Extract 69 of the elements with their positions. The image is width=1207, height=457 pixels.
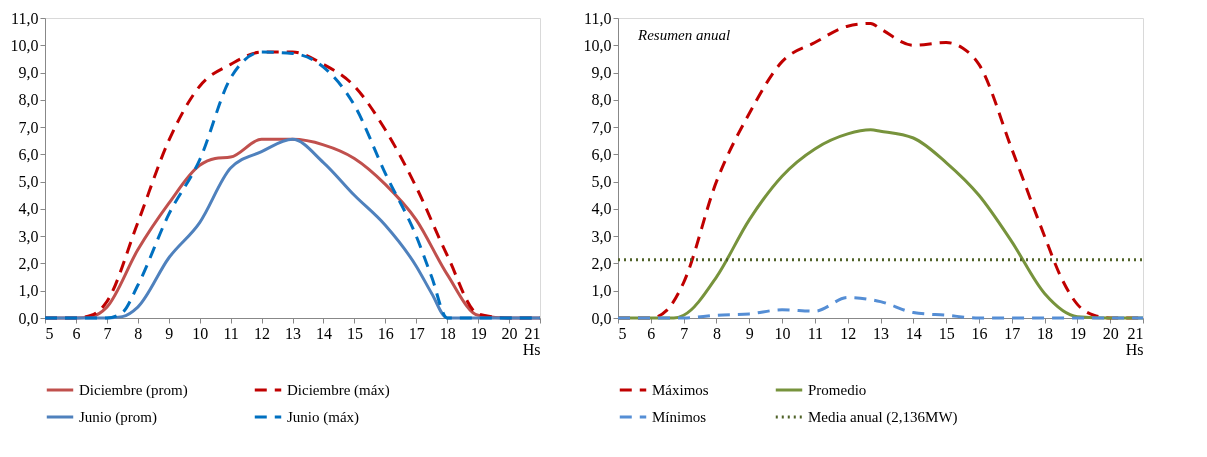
x-tick-label: 13 bbox=[873, 324, 889, 342]
y-tick-label: 11,0 bbox=[11, 9, 39, 27]
x-tick-label: 11 bbox=[223, 324, 239, 342]
x-tick-label: 7 bbox=[103, 324, 112, 342]
legend-label: Promedio bbox=[808, 382, 867, 398]
x-tick-label: 19 bbox=[1069, 324, 1086, 342]
legend-label: Mínimos bbox=[652, 409, 707, 425]
legend-label: Media anual (2,136MW) bbox=[808, 409, 958, 426]
x-tick-label: 17 bbox=[1004, 324, 1021, 342]
x-tick-label: 8 bbox=[712, 324, 721, 342]
y-tick-label: 10,0 bbox=[583, 36, 612, 54]
x-tick-label: 15 bbox=[346, 324, 363, 342]
y-tick-label: 2,0 bbox=[18, 254, 39, 272]
x-tick-label: 14 bbox=[905, 324, 922, 342]
y-tick-label: 0,0 bbox=[18, 309, 39, 327]
x-tick-label: 11 bbox=[807, 324, 824, 342]
x-tick-label: 19 bbox=[470, 324, 487, 342]
y-tick-label: 5,0 bbox=[591, 173, 612, 191]
x-axis-title: Hs bbox=[522, 340, 541, 358]
x-tick-label: 6 bbox=[72, 324, 81, 342]
y-tick-label: 3,0 bbox=[591, 227, 612, 245]
x-tick-label: 13 bbox=[285, 324, 301, 342]
x-tick-label: 9 bbox=[745, 324, 754, 342]
x-tick-label: 12 bbox=[840, 324, 857, 342]
x-tick-label: 10 bbox=[774, 324, 791, 342]
y-tick-label: 6,0 bbox=[591, 145, 612, 163]
y-tick-label: 1,0 bbox=[591, 282, 612, 300]
x-tick-label: 9 bbox=[165, 324, 174, 342]
legend-label: Máximos bbox=[652, 382, 709, 398]
y-tick-label: 8,0 bbox=[591, 91, 612, 109]
x-tick-label: 16 bbox=[971, 324, 988, 342]
y-tick-label: 7,0 bbox=[18, 118, 39, 136]
legend-label: Diciembre (prom) bbox=[79, 382, 188, 399]
x-tick-label: 8 bbox=[134, 324, 143, 342]
x-tick-label: 12 bbox=[254, 324, 271, 342]
x-tick-label: 15 bbox=[938, 324, 955, 342]
x-tick-label: 5 bbox=[45, 324, 54, 342]
legend-label: Diciembre (máx) bbox=[287, 382, 390, 399]
y-tick-label: 4,0 bbox=[18, 200, 39, 218]
y-tick-label: 9,0 bbox=[18, 64, 39, 82]
annotation: Resumen anual bbox=[637, 27, 731, 43]
x-tick-label: 5 bbox=[618, 324, 627, 342]
y-tick-label: 1,0 bbox=[18, 282, 39, 300]
y-tick-label: 4,0 bbox=[591, 200, 612, 218]
legend-label: Junio (prom) bbox=[79, 409, 157, 426]
y-tick-label: 0,0 bbox=[591, 309, 612, 327]
y-tick-label: 11,0 bbox=[584, 9, 612, 27]
y-tick-label: 6,0 bbox=[18, 145, 39, 163]
x-tick-label: 16 bbox=[377, 324, 394, 342]
y-tick-label: 2,0 bbox=[591, 254, 612, 272]
x-tick-label: 21 bbox=[1127, 324, 1144, 342]
y-tick-label: 7,0 bbox=[591, 118, 612, 136]
x-tick-label: 7 bbox=[680, 324, 689, 342]
y-tick-label: 3,0 bbox=[18, 227, 39, 245]
x-tick-label: 18 bbox=[1037, 324, 1054, 342]
y-tick-label: 8,0 bbox=[18, 91, 39, 109]
x-axis-title: Hs bbox=[1125, 340, 1144, 358]
y-tick-label: 5,0 bbox=[18, 173, 39, 191]
x-tick-label: 6 bbox=[647, 324, 656, 342]
x-tick-label: 20 bbox=[1102, 324, 1119, 342]
x-tick-label: 10 bbox=[192, 324, 209, 342]
x-tick-label: 21 bbox=[524, 324, 541, 342]
y-tick-label: 10,0 bbox=[10, 36, 39, 54]
x-tick-label: 17 bbox=[408, 324, 425, 342]
y-tick-label: 9,0 bbox=[591, 64, 612, 82]
x-tick-label: 18 bbox=[439, 324, 456, 342]
legend-label: Junio (máx) bbox=[287, 409, 360, 426]
x-tick-label: 20 bbox=[501, 324, 518, 342]
x-tick-label: 14 bbox=[315, 324, 332, 342]
